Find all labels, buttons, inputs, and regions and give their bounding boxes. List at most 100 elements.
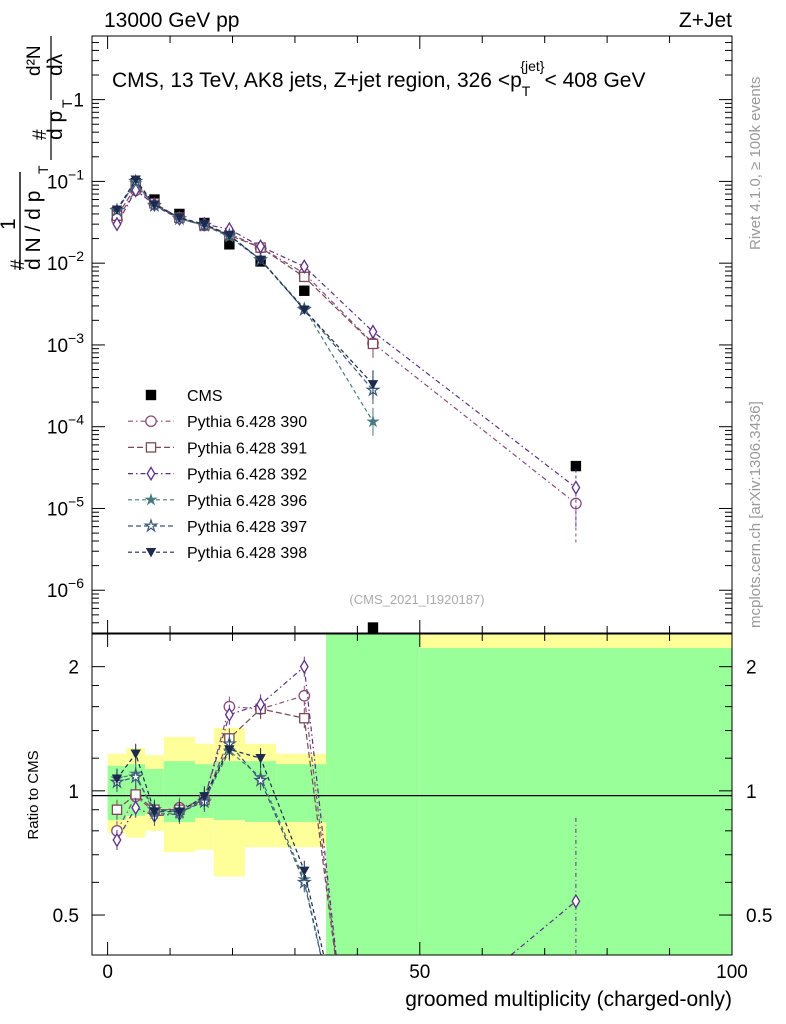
legend-label: Pythia 6.428 390: [187, 414, 307, 431]
legend-marker: [145, 415, 157, 428]
ratio-y-tick-label-right: 0.5: [746, 906, 772, 927]
legend-label: CMS: [187, 388, 223, 405]
main-panel-frame: [91, 35, 733, 634]
ratio-series-pythia-6-428-398: [111, 739, 325, 955]
ylabel-t1: T: [35, 165, 51, 174]
ylabel-dlambda: dλ: [44, 53, 67, 76]
ylabel-one: 1: [0, 218, 20, 230]
legend-item: CMS: [145, 388, 223, 405]
data-point: [571, 480, 581, 496]
y-tick-label: 10−4: [47, 412, 84, 439]
main-y-ticks: 10−6 10−5 10−4 10−3 10−2 10−1 1: [47, 35, 733, 633]
legend-item: Pythia 6.428 391: [128, 440, 307, 457]
data-point: [299, 305, 310, 315]
legend-marker: [143, 517, 159, 533]
data-point: [299, 285, 310, 296]
y-tick-label: 10−5: [47, 493, 84, 520]
data-point: [570, 460, 582, 472]
chart-title-main: CMS, 13 TeV, AK8 jets, Z+jet region, 326…: [112, 69, 522, 92]
y-tick-label: 10−2: [47, 248, 84, 275]
mcplots-credit: mcplots.cern.ch [arXiv:1306.3436]: [747, 401, 764, 628]
legend-label: Pythia 6.428 396: [187, 493, 307, 510]
ratio-y-tick-label-right: 2: [746, 658, 757, 679]
legend-marker: [146, 466, 156, 482]
data-point: [366, 414, 380, 428]
ratio-point: [296, 874, 312, 889]
data-point: [112, 216, 122, 232]
y-tick-label: 10−6: [47, 575, 84, 602]
chart-title-sub: T: [522, 83, 531, 99]
data-point: [367, 380, 379, 390]
y-tick-label: 10−1: [47, 166, 84, 193]
ylabel-hash2: #: [30, 129, 51, 140]
ratio-point: [199, 792, 210, 802]
legend-label: Pythia 6.428 397: [187, 519, 307, 536]
y-tick-label: 1: [73, 91, 84, 112]
ratio-line: [116, 748, 325, 955]
legend-item: Pythia 6.428 392: [128, 466, 307, 484]
ratio-point: [252, 772, 269, 787]
ratio-point: [130, 749, 141, 759]
data-point: [130, 175, 141, 185]
ratio-point: [149, 807, 160, 817]
ratio-point: [111, 804, 123, 815]
series-line: [116, 180, 374, 391]
ratio-ticks: 0.5 0.5 1 1 2 2 0 50 100: [53, 634, 772, 983]
legend: CMS Pythia 6.428 390 Pythia 6.428 391 Pythi…: [128, 388, 307, 562]
x-tick-label: 0: [102, 962, 113, 983]
main-series: [109, 173, 582, 633]
legend-item: Pythia 6.428 398: [128, 545, 307, 562]
analysis-watermark: (CMS_2021_I1920187): [349, 592, 484, 607]
data-point: [174, 213, 185, 223]
ylabel-d2n: d²N: [24, 45, 45, 76]
data-point: [255, 255, 266, 265]
ylabel-t2: T: [59, 99, 75, 108]
y-tick-label: 10−3: [47, 330, 84, 357]
data-point: [570, 497, 582, 510]
legend-label: Pythia 6.428 392: [187, 467, 307, 484]
ratio-point: [299, 712, 310, 724]
ratio-point: [298, 689, 311, 702]
x-tick-label: 100: [716, 962, 748, 983]
data-point: [368, 324, 378, 340]
ratio-y-tick-label: 0.5: [53, 906, 79, 927]
ratio-ylabel: Ratio to CMS: [25, 750, 42, 839]
legend-marker: [145, 442, 157, 453]
header-right: Z+Jet: [679, 9, 732, 32]
legend-label: Pythia 6.428 391: [187, 440, 307, 457]
header-left: 13000 GeV pp: [104, 9, 239, 32]
ylabel-dn-dp: d N / d p: [22, 191, 45, 270]
ratio-point: [174, 807, 185, 817]
data-point: [199, 219, 210, 230]
data-point: [299, 259, 309, 274]
legend-marker: [145, 548, 157, 558]
data-point: [367, 338, 379, 350]
ratio-point: [571, 893, 581, 909]
data-point: [224, 239, 235, 250]
ratio-point: [131, 800, 141, 816]
main-y-axis-label: # d N / d p T 1 d p T # dλ d²N: [0, 36, 75, 270]
ylabel-hash: #: [8, 259, 29, 270]
ratio-series: [109, 656, 581, 955]
ratio-panel: 0.5 0.5 1 1 2 2 0 50 100 Ratio to CMS groomed mu…: [25, 633, 772, 1011]
chart-title-tail: < 408 GeV: [544, 69, 645, 92]
ratio-point: [112, 832, 122, 848]
ratio-panel-frame: [91, 633, 733, 956]
legend-item: Pythia 6.428 390: [128, 414, 307, 431]
ratio-point: [256, 696, 266, 712]
ylabel-dp: d p: [44, 111, 67, 140]
ratio-point: [299, 866, 310, 876]
ratio-y-tick-label: 2: [68, 658, 79, 679]
stat-uncertainty-band: [326, 634, 420, 955]
series-pythia-6-428-398: [111, 175, 379, 399]
ratio-point: [128, 769, 144, 784]
data-point: [111, 205, 123, 215]
series-line: [116, 189, 577, 489]
ratio-point: [255, 753, 266, 764]
ratio-y-tick-label-right: 1: [746, 782, 757, 803]
ratio-point: [224, 707, 234, 723]
ratio-y-tick-label: 1: [68, 782, 79, 803]
legend-label: Pythia 6.428 398: [187, 545, 307, 562]
ratio-point: [224, 745, 235, 755]
